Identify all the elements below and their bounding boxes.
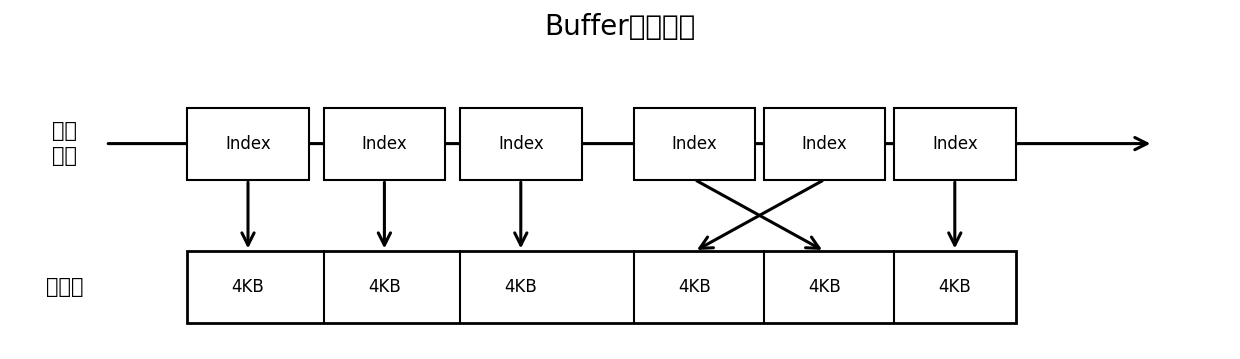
- Text: 4KB: 4KB: [678, 278, 711, 296]
- Text: Index: Index: [672, 135, 717, 153]
- Text: 物理块: 物理块: [46, 277, 83, 297]
- Text: Index: Index: [802, 135, 847, 153]
- Text: 4KB: 4KB: [808, 278, 841, 296]
- FancyBboxPatch shape: [187, 108, 309, 180]
- Text: Index: Index: [498, 135, 543, 153]
- FancyBboxPatch shape: [460, 108, 582, 180]
- Text: 4KB: 4KB: [505, 278, 537, 296]
- Text: 4KB: 4KB: [232, 278, 264, 296]
- FancyBboxPatch shape: [187, 251, 1016, 323]
- Text: 4KB: 4KB: [939, 278, 971, 296]
- Text: 4KB: 4KB: [368, 278, 401, 296]
- FancyBboxPatch shape: [324, 108, 445, 180]
- Text: Index: Index: [932, 135, 977, 153]
- FancyBboxPatch shape: [894, 108, 1016, 180]
- FancyBboxPatch shape: [634, 108, 755, 180]
- Text: Index: Index: [362, 135, 407, 153]
- Text: Index: Index: [226, 135, 270, 153]
- Text: 逻辑
链表: 逻辑 链表: [52, 121, 77, 166]
- FancyBboxPatch shape: [764, 108, 885, 180]
- Text: Buffer管理模块: Buffer管理模块: [544, 13, 696, 41]
